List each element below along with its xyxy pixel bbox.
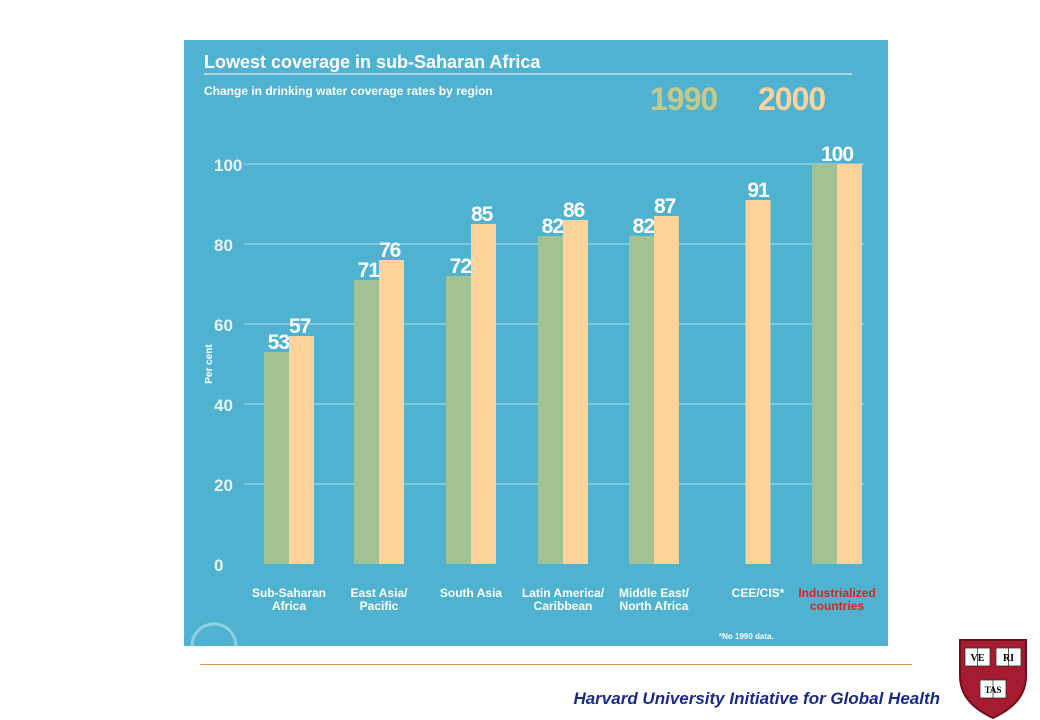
footnote: *No 1990 data. (719, 632, 774, 641)
value-label-2000-3: 86 (563, 199, 585, 222)
x-category-label: Africa (272, 599, 306, 613)
x-category-label: Latin America/ (522, 586, 605, 600)
y-tick-label: 0 (214, 556, 223, 575)
x-category-label: Sub-Saharan (252, 586, 326, 600)
bar-1990-3 (538, 236, 563, 564)
bar-1990-2 (446, 276, 471, 564)
shield-letters-3: TAS (985, 685, 1002, 695)
value-label-2000-4: 87 (654, 195, 676, 218)
x-category-label: countries (810, 599, 864, 613)
x-category-label: Pacific (360, 599, 399, 613)
value-label-1990-3: 82 (542, 215, 564, 238)
bar-2000-4 (654, 216, 679, 564)
harvard-shield-logo: VE RI TAS (959, 639, 1027, 720)
book-icon-top-right: RI (995, 647, 1022, 667)
y-axis-label: Per cent (204, 344, 215, 384)
y-tick-label: 60 (214, 316, 233, 335)
book-icon-bottom: TAS (979, 679, 1007, 699)
bar-1990-1 (354, 280, 379, 564)
value-label-combined-6: 100 (821, 143, 853, 166)
x-category-label: Industrialized (798, 586, 875, 600)
x-category-label: North Africa (620, 599, 689, 613)
value-label-2000-2: 85 (471, 203, 494, 226)
value-label-1990-2: 72 (450, 255, 472, 278)
value-label-2000-1: 76 (379, 239, 401, 262)
bar-2000-2 (471, 224, 496, 564)
footer-title: Harvard University Initiative for Global… (573, 689, 940, 708)
legend-1990: 1990 (650, 81, 717, 117)
bar-1990-4 (629, 236, 654, 564)
bar-2000-1 (379, 260, 404, 564)
bar-2000-5 (745, 200, 771, 564)
decorative-arc (190, 622, 238, 646)
footer-rule (200, 664, 912, 665)
value-label-2000-0: 57 (289, 315, 311, 338)
value-label-1990-4: 82 (633, 215, 655, 238)
y-tick-label: 40 (214, 396, 233, 415)
shield-letters-2: RI (1003, 653, 1014, 664)
chart-subtitle: Change in drinking water coverage rates … (204, 84, 493, 98)
x-category-label: Caribbean (534, 599, 593, 613)
bar-1990-6 (812, 164, 837, 564)
x-category-label: South Asia (440, 586, 503, 600)
chart-panel: Lowest coverage in sub-Saharan Africa Cha… (184, 40, 888, 646)
y-tick-label: 20 (214, 476, 233, 495)
value-label-1990-0: 53 (268, 331, 290, 354)
chart-title: Lowest coverage in sub-Saharan Africa (204, 52, 541, 72)
x-category-label: CEE/CIS* (732, 586, 785, 600)
legend-2000: 2000 (758, 81, 825, 117)
bar-2000-3 (563, 220, 588, 564)
value-label-2000-5: 91 (747, 179, 770, 202)
bar-1990-0 (264, 352, 289, 564)
bar-2000-0 (289, 336, 314, 564)
y-tick-label: 80 (214, 236, 233, 255)
y-tick-label: 100 (214, 156, 242, 175)
x-category-label: Middle East/ (619, 586, 690, 600)
chart-svg: Lowest coverage in sub-Saharan Africa Cha… (190, 52, 876, 646)
value-label-1990-1: 71 (358, 259, 381, 282)
book-icon-top-left: VE (964, 647, 991, 667)
x-category-label: East Asia/ (351, 586, 409, 600)
bar-2000-6 (837, 164, 862, 564)
shield-letters-1: VE (971, 653, 985, 664)
